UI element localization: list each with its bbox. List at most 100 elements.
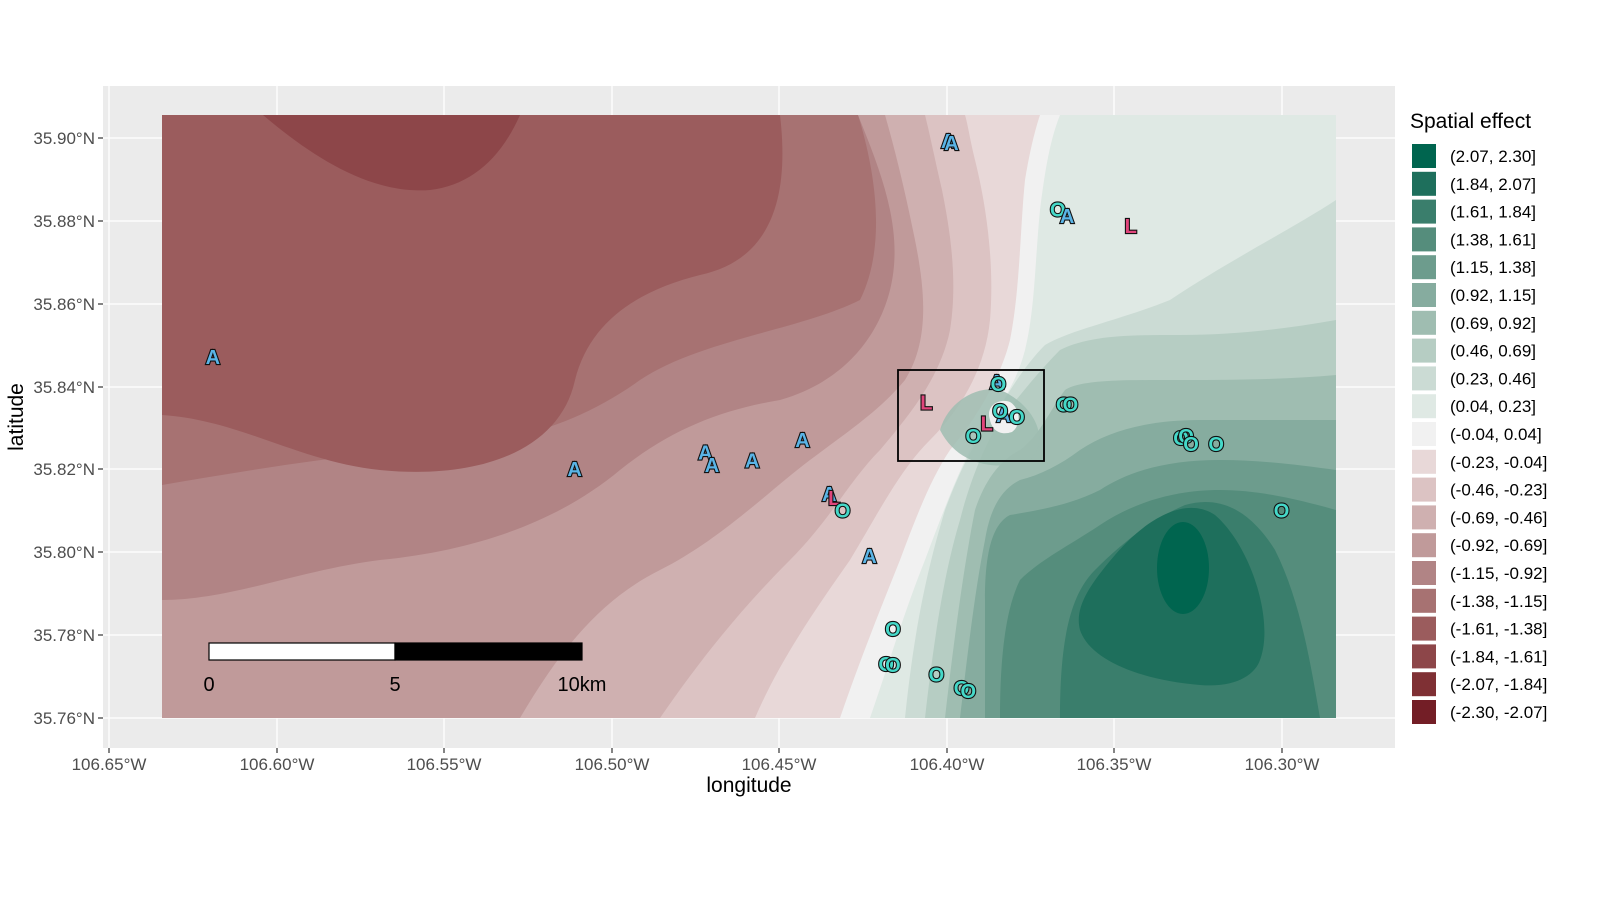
legend-swatch <box>1412 171 1436 196</box>
legend-swatch <box>1412 616 1436 641</box>
legend-swatch <box>1412 283 1436 307</box>
marker-o: O <box>1183 434 1199 456</box>
legend-swatch <box>1412 394 1436 419</box>
x-tick-label: 106.40°W <box>910 755 985 774</box>
field-band-2-07 <box>1157 522 1209 614</box>
legend-swatch <box>1412 672 1436 697</box>
x-tick-label: 106.50°W <box>575 755 650 774</box>
y-tick-label: 35.88°N <box>33 212 95 231</box>
y-tick-label: 35.90°N <box>33 129 95 148</box>
marker-o: O <box>1009 407 1025 429</box>
marker-o: O <box>954 678 970 700</box>
marker-o: O <box>991 374 1007 396</box>
scale-bar-white-segment <box>208 642 396 661</box>
scale-label-10km: 10km <box>558 674 607 696</box>
y-tick-labels: 35.90°N 35.88°N 35.86°N 35.84°N 35.82°N … <box>33 129 95 728</box>
field-band-neg-1-84 <box>263 115 520 191</box>
legend-swatch <box>1412 477 1436 502</box>
x-tick-labels: 106.65°W 106.60°W 106.55°W 106.50°W 106.… <box>72 755 1320 774</box>
legend-title: Spatial effect <box>1410 110 1531 133</box>
legend-swatch <box>1412 366 1436 391</box>
legend-swatch <box>1412 338 1436 363</box>
marker-o: O <box>878 654 894 676</box>
legend-swatch <box>1412 561 1436 585</box>
legend-swatch <box>1412 310 1436 335</box>
legend-label: (0.23, 0.46] <box>1450 369 1536 388</box>
scale-bar-black-segment <box>394 642 583 661</box>
marker-o: O <box>929 664 945 686</box>
marker-o: O <box>960 681 976 703</box>
marker-o: O <box>1274 501 1290 523</box>
legend-label: (1.61, 1.84] <box>1450 203 1536 222</box>
x-tick-label: 106.45°W <box>742 755 817 774</box>
marker-o: O <box>1050 200 1066 222</box>
legend-label: (-2.07, -1.84] <box>1450 675 1547 694</box>
legend-label: (1.84, 2.07] <box>1450 175 1536 194</box>
spatial-effect-field <box>162 115 1336 718</box>
marker-l: L <box>981 413 993 435</box>
legend-label: (0.04, 0.23] <box>1450 397 1536 416</box>
marker-a: A <box>822 484 836 506</box>
marker-a: A <box>990 372 1004 394</box>
legend-label: (-0.46, -0.23] <box>1450 481 1547 500</box>
marker-a: A <box>567 459 581 481</box>
y-tick-label: 35.76°N <box>33 709 95 728</box>
marker-a: A <box>944 133 958 155</box>
marker-o: O <box>1178 426 1194 448</box>
marker-o: O <box>835 501 851 523</box>
marker-a: A <box>705 455 719 477</box>
x-tick-label: 106.55°W <box>407 755 482 774</box>
marker-o: O <box>992 401 1008 423</box>
legend-swatch <box>1412 144 1436 168</box>
y-axis-title: latitude <box>5 383 28 451</box>
marker-o: O <box>885 619 901 641</box>
legend-swatch <box>1412 588 1436 613</box>
legend-swatch <box>1412 227 1436 252</box>
marker-a: A <box>862 546 876 568</box>
legend-label: (0.46, 0.69] <box>1450 342 1536 361</box>
x-tick-label: 106.30°W <box>1245 755 1320 774</box>
legend-label: (-0.04, 0.04] <box>1450 425 1542 444</box>
field-local-ring <box>989 400 1019 434</box>
y-tick-label: 35.84°N <box>33 378 95 397</box>
legend-label: (-2.30, -2.07] <box>1450 703 1547 722</box>
legend-swatch <box>1412 644 1436 669</box>
legend-swatch <box>1412 449 1436 474</box>
x-axis-title: longitude <box>706 774 791 797</box>
marker-l: L <box>828 488 840 510</box>
legend-label: (0.92, 1.15] <box>1450 286 1536 305</box>
marker-a: A <box>206 347 220 369</box>
legend-swatch <box>1412 700 1436 724</box>
legend-label: (2.07, 2.30] <box>1450 147 1536 166</box>
legend-label: (-1.61, -1.38] <box>1450 620 1547 639</box>
scale-label-0: 0 <box>203 674 214 696</box>
legend-label: (-0.69, -0.46] <box>1450 508 1547 527</box>
legend-label: (-1.15, -0.92] <box>1450 564 1547 583</box>
legend-swatch <box>1412 533 1436 558</box>
scale-label-5: 5 <box>389 674 400 696</box>
legend-label: (1.15, 1.38] <box>1450 258 1536 277</box>
field-band-neg-1-61 <box>162 115 783 472</box>
y-tick-label: 35.78°N <box>33 626 95 645</box>
legend-swatch <box>1412 505 1436 530</box>
x-tick-label: 106.60°W <box>240 755 315 774</box>
marker-a: A <box>745 451 759 473</box>
marker-a: A <box>698 442 712 464</box>
scale-bar: 0 5 10km <box>203 642 607 696</box>
legend-label: (-0.92, -0.69] <box>1450 536 1547 555</box>
marker-a: A <box>1060 206 1074 228</box>
legend-label: (-0.23, -0.04] <box>1450 453 1547 472</box>
marker-a: A <box>996 405 1010 427</box>
axis-ticks <box>98 137 1283 753</box>
marker-o: O <box>1063 395 1079 417</box>
marker-a: A <box>795 430 809 452</box>
marker-o: O <box>1173 428 1189 450</box>
legend-label: (-1.84, -1.61] <box>1450 647 1547 666</box>
legend-label: (-1.38, -1.15] <box>1450 592 1547 611</box>
x-tick-label: 106.65°W <box>72 755 147 774</box>
legend: (2.07, 2.30] (1.84, 2.07] (1.61, 1.84] (1.3… <box>1412 144 1547 724</box>
legend-swatch <box>1412 422 1436 446</box>
marker-l: L <box>920 393 932 415</box>
